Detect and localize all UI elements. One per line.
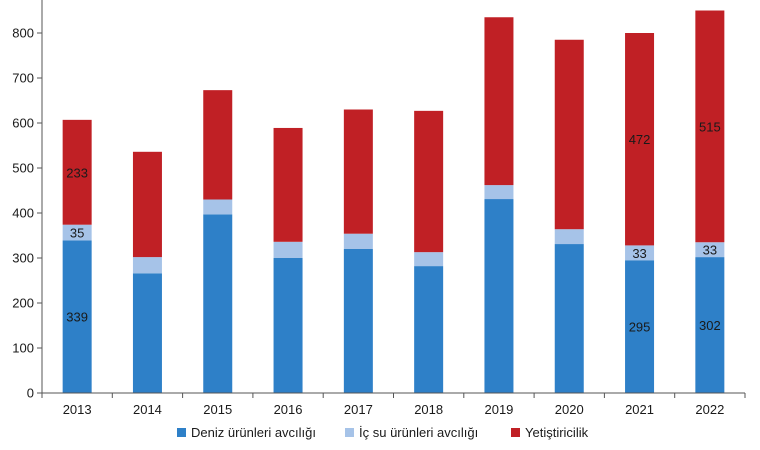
y-axis: 0 100 200 300 400 500 600 700 800	[12, 0, 43, 401]
bar-segment	[625, 33, 655, 246]
bar-segment	[203, 90, 233, 200]
legend-swatch	[345, 428, 354, 437]
y-tick-label: 100	[12, 341, 34, 356]
bar-segment	[554, 39, 584, 230]
bar-segment	[695, 242, 725, 258]
x-tick-label: 2016	[274, 402, 303, 417]
x-tick-label: 2022	[695, 402, 724, 417]
data-label: 33	[632, 246, 646, 261]
y-tick-label: 800	[12, 26, 34, 41]
bar-segment	[414, 252, 444, 267]
bar-segment	[343, 109, 373, 234]
bar-segment	[554, 229, 584, 245]
y-tick-label: 700	[12, 71, 34, 86]
bar-segment	[625, 245, 655, 261]
bar-segment	[132, 273, 162, 393]
data-label: 233	[66, 165, 88, 180]
data-label: 295	[629, 320, 651, 335]
bar-segment	[414, 266, 444, 393]
legend-label: İç su ürünleri avcılığı	[359, 425, 478, 440]
bar-segment	[414, 110, 444, 253]
legend-swatch	[177, 428, 186, 437]
x-tick-label: 2014	[133, 402, 162, 417]
data-label: 33	[703, 243, 717, 258]
legend-swatch	[511, 428, 520, 437]
bar-segment	[62, 119, 92, 225]
bar-segment	[203, 199, 233, 215]
bar-segment	[343, 233, 373, 249]
y-tick-label: 500	[12, 161, 34, 176]
bar-segment	[132, 257, 162, 274]
y-tick-label: 400	[12, 206, 34, 221]
data-labels: 339 35 233 295 33 472 302 33 515	[66, 119, 720, 334]
bar-segment	[484, 185, 514, 200]
bar-segment	[132, 151, 162, 258]
x-tick-label: 2021	[625, 402, 654, 417]
bars	[62, 10, 725, 393]
bar-segment	[484, 199, 514, 393]
bar-segment	[484, 17, 514, 186]
legend-label: Yetiştiricilik	[525, 425, 589, 440]
data-label: 339	[66, 310, 88, 325]
y-tick-label: 300	[12, 251, 34, 266]
legend: Deniz ürünleri avcılığı İç su ürünleri av…	[177, 425, 589, 440]
data-label: 302	[699, 318, 721, 333]
y-tick-label: 0	[27, 386, 34, 401]
bar-segment	[273, 241, 303, 258]
x-tick-label: 2017	[344, 402, 373, 417]
data-label: 35	[70, 226, 84, 241]
bar-segment	[62, 224, 92, 241]
x-tick-label: 2013	[63, 402, 92, 417]
bar-segment	[695, 10, 725, 243]
x-tick-label: 2015	[203, 402, 232, 417]
y-tick-label: 600	[12, 116, 34, 131]
data-label: 472	[629, 132, 651, 147]
bar-segment	[203, 214, 233, 393]
bar-segment	[273, 258, 303, 393]
y-tick-label: 200	[12, 296, 34, 311]
x-tick-label: 2019	[484, 402, 513, 417]
bar-segment	[695, 257, 725, 393]
x-axis: 2013 2014 2015 2016 2017 2018 2019 2020 2021 2022	[41, 392, 746, 417]
x-tick-label: 2020	[555, 402, 584, 417]
legend-label: Deniz ürünleri avcılığı	[191, 425, 316, 440]
bar-segment	[62, 240, 92, 393]
bar-segment	[343, 249, 373, 393]
bar-segment	[554, 244, 584, 393]
bar-segment	[273, 127, 303, 242]
data-label: 515	[699, 119, 721, 134]
x-tick-label: 2018	[414, 402, 443, 417]
bar-segment	[625, 260, 655, 393]
